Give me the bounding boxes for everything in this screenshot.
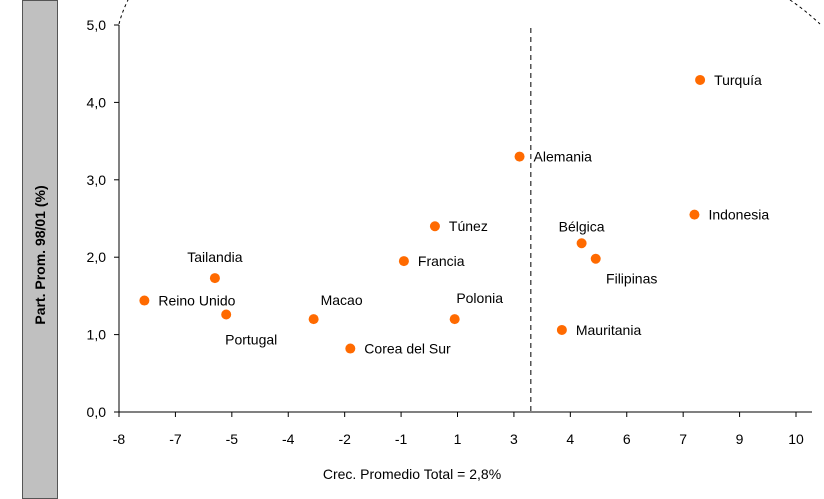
decor-arc-left (118, 0, 129, 25)
point-alemania (514, 151, 525, 162)
point-mauritania (556, 324, 567, 335)
x-tick-label: 9 (736, 431, 744, 447)
y-tick-label: 4,0 (87, 94, 107, 110)
point-label-filipinas: Filipinas (606, 271, 657, 287)
point-francia (398, 256, 409, 267)
x-tick-label: -7 (169, 431, 182, 447)
y-tick-label: 1,0 (87, 327, 107, 343)
point-macao (308, 314, 319, 325)
point-filipinas (590, 253, 601, 264)
y-axis-label: Part. Prom. 98/01 (%) (32, 185, 48, 325)
y-tick-label: 0,0 (87, 404, 107, 420)
x-tick-label: 1 (454, 431, 462, 447)
x-tick-label: 6 (623, 431, 631, 447)
point-corea-del-sur (345, 343, 356, 354)
x-tick-label: -1 (395, 431, 408, 447)
point-label-portugal: Portugal (225, 331, 277, 347)
point-label-corea-del-sur: Corea del Sur (364, 341, 451, 357)
x-tick-label: -8 (113, 431, 126, 447)
point-label-belgica: Bélgica (559, 218, 605, 234)
point-belgica (576, 238, 587, 249)
y-tick-label: 3,0 (87, 172, 107, 188)
y-tick-label: 5,0 (87, 17, 107, 33)
point-label-francia: Francia (418, 253, 465, 269)
point-label-polonia: Polonia (456, 290, 503, 306)
point-indonesia (689, 209, 700, 220)
x-tick-label: 10 (788, 431, 804, 447)
point-label-alemania: Alemania (534, 149, 593, 165)
x-tick-label: 3 (510, 431, 518, 447)
point-label-mauritania: Mauritania (576, 322, 642, 338)
point-tunez (429, 221, 440, 232)
y-tick-label: 2,0 (87, 249, 107, 265)
footer-label: Crec. Promedio Total = 2,8% (322, 466, 502, 482)
point-turquia (695, 74, 706, 85)
x-tick-label: 7 (679, 431, 687, 447)
x-tick-label: -4 (282, 431, 295, 447)
point-label-tunez: Túnez (449, 218, 488, 234)
x-tick-label: -5 (226, 431, 239, 447)
point-label-indonesia: Indonesia (708, 207, 769, 223)
point-label-reino-unido: Reino Unido (158, 293, 235, 309)
x-tick-label: 4 (566, 431, 574, 447)
point-label-macao: Macao (321, 292, 363, 308)
y-axis-label-box (22, 0, 58, 499)
x-tick-label: -2 (338, 431, 351, 447)
point-portugal (221, 309, 232, 320)
point-label-tailandia: Tailandia (187, 249, 242, 265)
point-label-turquia: Turquía (714, 72, 762, 88)
point-reino-unido (139, 295, 150, 306)
decor-arc-right (789, 0, 821, 25)
point-polonia (449, 314, 460, 325)
point-tailandia (209, 273, 220, 284)
